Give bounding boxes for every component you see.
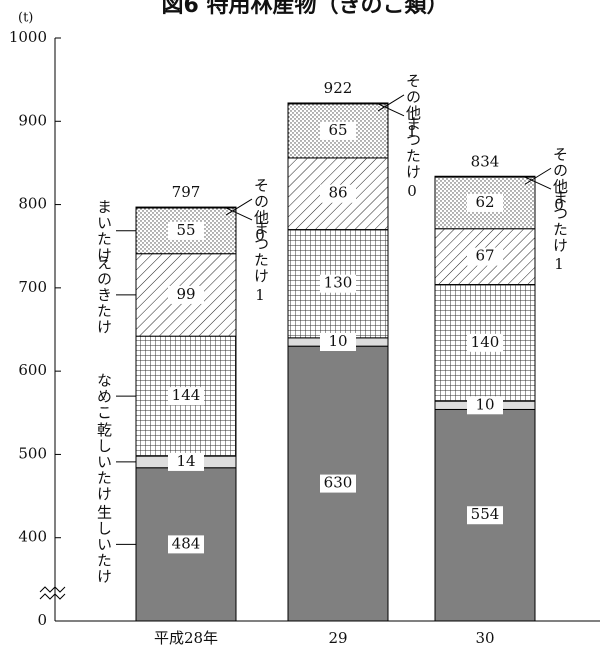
series-label: まつたけ [551,189,569,253]
data-label: 144 [172,386,201,404]
x-tick-label: 平成28年 [154,629,218,647]
data-label: 65 [328,121,347,139]
data-label: 86 [328,184,347,202]
y-tick-label: 0 [37,611,47,629]
series-label: その他 [551,146,569,194]
y-tick-label: 1000 [9,28,47,46]
data-label: 0 [554,195,564,213]
series-label: まつたけ [252,220,270,284]
leader-line [524,167,552,185]
bar-segment [434,175,536,178]
data-label: 630 [324,474,353,492]
label-box [467,506,503,525]
label-box [168,285,204,304]
data-label: 484 [172,534,201,552]
bar-segment [135,206,237,209]
x-tick-label: 29 [328,629,347,647]
label-box [168,387,204,406]
data-label: 1 [554,255,564,273]
leader-line [225,207,253,221]
data-label: 99 [176,285,195,303]
data-label: 10 [475,395,494,413]
leader-line [225,198,253,216]
data-label: 14 [176,452,195,470]
series-label: その他 [404,73,422,121]
y-tick-label: 600 [18,361,47,379]
series-label: まいたけ [95,199,113,263]
leader-line [377,103,405,117]
data-label: 0 [255,226,265,244]
data-label: 1 [255,286,265,304]
x-tick-label: 30 [475,629,494,647]
label-box [168,535,204,554]
label-box [168,221,204,240]
y-unit: (t) [18,11,33,26]
y-tick-label: 400 [18,528,47,546]
leader-line [377,94,405,112]
label-box [320,121,356,140]
series-label: 乾しいたけ [95,422,113,502]
total-label: 922 [324,79,353,97]
y-tick-label: 900 [18,111,47,129]
label-box [320,274,356,293]
axis-break [39,586,66,600]
label-box [467,193,503,212]
leader-line [524,176,552,190]
data-label: 554 [471,505,500,523]
label-box [320,474,356,493]
data-label: 1 [407,122,417,140]
data-label: 130 [324,274,353,292]
data-label: 140 [471,333,500,351]
label-box [467,396,503,415]
bar-segment [287,102,389,105]
series-label: えのきたけ [95,255,113,335]
total-label: 797 [172,183,201,201]
y-tick-label: 800 [18,195,47,213]
y-tick-label: 500 [18,444,47,462]
label-box [168,452,204,471]
y-tick-label: 700 [18,278,47,296]
chart-title: 図6 特用林産物（きのこ類） [162,0,449,18]
label-box [320,332,356,351]
data-label: 62 [475,193,494,211]
label-box [467,247,503,266]
data-label: 67 [475,247,494,265]
data-label: 0 [407,182,417,200]
label-box [467,333,503,352]
label-box [320,184,356,203]
series-label: まつたけ [404,116,422,180]
series-label: 生しいたけ [95,504,113,584]
series-label: その他 [252,177,270,225]
data-label: 10 [328,332,347,350]
data-label: 55 [176,221,195,239]
total-label: 834 [471,152,500,170]
series-label: なめこ [95,372,113,420]
